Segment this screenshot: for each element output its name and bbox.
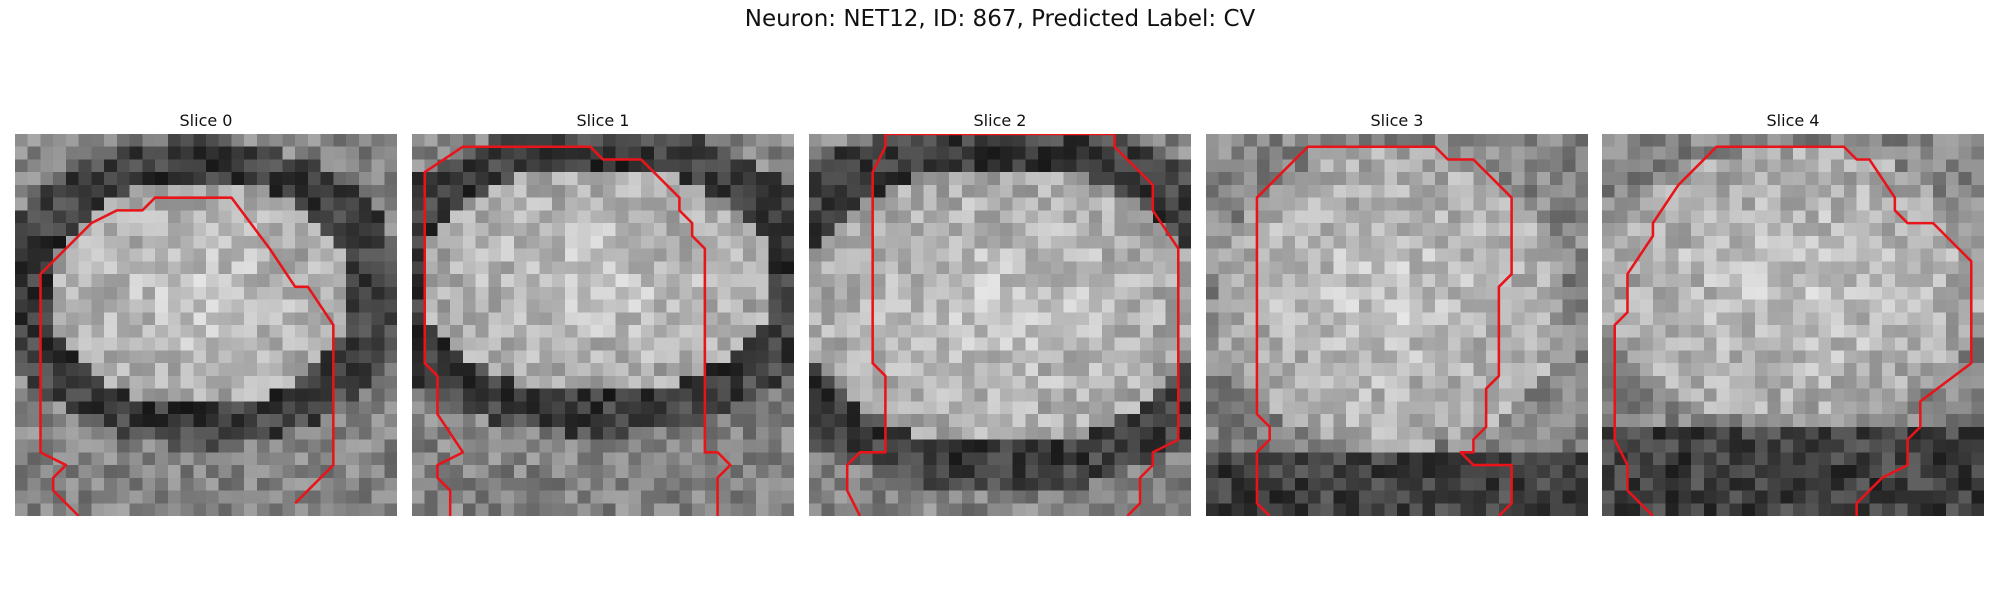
slice-title: Slice 1 <box>576 111 630 130</box>
pixel-grid <box>412 134 794 516</box>
slice-image <box>412 134 794 516</box>
slice-image <box>809 134 1191 516</box>
pixel-grid <box>15 134 397 516</box>
slice-title: Slice 0 <box>179 111 233 130</box>
segmentation-contour <box>1255 145 1513 516</box>
figure-title: Neuron: NET12, ID: 867, Predicted Label:… <box>744 6 1256 32</box>
segmentation-contour <box>845 134 1180 516</box>
slice-image <box>1602 134 1984 516</box>
slice-panel: Slice 4 <box>1602 110 1984 516</box>
segmentation-contour <box>423 145 732 516</box>
slice-title: Slice 2 <box>973 111 1027 130</box>
pixel-grid <box>1602 134 1984 516</box>
slice-image <box>15 134 397 516</box>
slice-panel: Slice 2 <box>809 110 1191 516</box>
pixel-grid <box>809 134 1191 516</box>
slice-panel: Slice 3 <box>1206 110 1588 516</box>
segmentation-contour <box>39 196 335 516</box>
slice-image <box>1206 134 1588 516</box>
slice-panel: Slice 1 <box>412 110 794 516</box>
pixel-grid <box>1206 134 1588 516</box>
slice-title: Slice 3 <box>1370 111 1424 130</box>
slice-title: Slice 4 <box>1766 111 1820 130</box>
segmentation-contour <box>1613 145 1973 516</box>
slice-panel: Slice 0 <box>15 110 397 516</box>
